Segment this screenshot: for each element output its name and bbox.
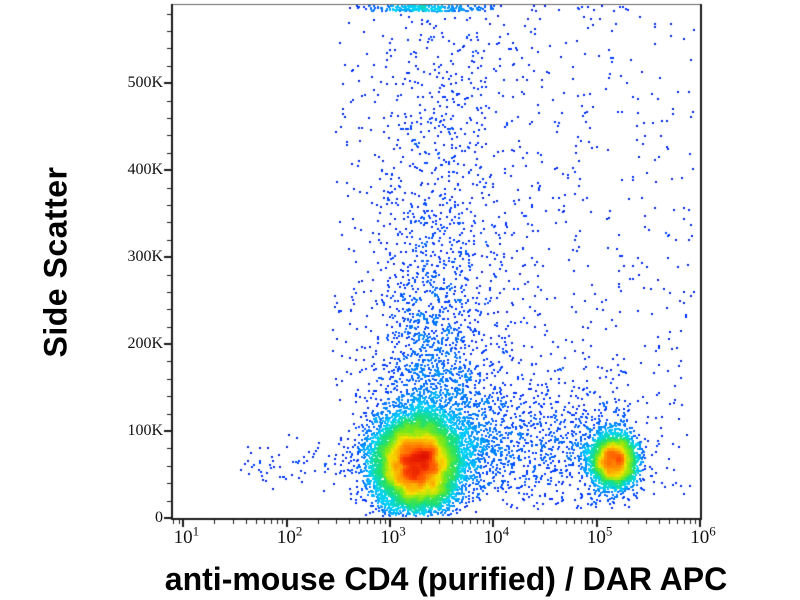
y-tick-label: 500K <box>127 74 163 92</box>
x-tick-label: 101 <box>173 523 200 548</box>
y-tick-label: 400K <box>127 161 163 179</box>
y-tick-label: 200K <box>127 335 163 353</box>
x-tick-label: 104 <box>483 523 510 548</box>
x-tick-label: 106 <box>690 523 716 548</box>
x-tick-label: 103 <box>380 523 406 548</box>
y-tick-label: 0 <box>155 509 163 526</box>
x-tick-label: 102 <box>276 523 303 548</box>
y-tick-label: 100K <box>127 422 163 440</box>
y-axis-title: Side Scatter <box>37 166 74 358</box>
x-tick-label: 105 <box>586 523 613 548</box>
x-axis-title: anti-mouse CD4 (purified) / DAR APC <box>164 561 728 597</box>
y-tick-label: 300K <box>127 248 163 266</box>
